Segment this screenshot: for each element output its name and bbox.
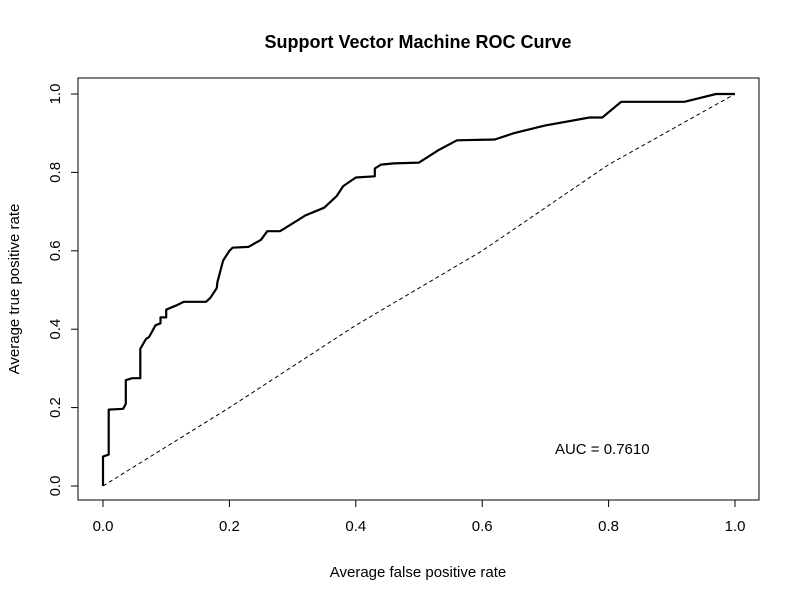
y-axis: 0.0 0.2 0.4 0.6 0.8 1.0 (47, 84, 79, 497)
y-tick-label: 0.8 (47, 162, 64, 183)
x-tick-label: 0.8 (598, 518, 619, 535)
x-tick-label: 0.4 (345, 518, 366, 535)
y-axis-label: Average true positive rate (6, 204, 23, 375)
x-tick-label: 0.0 (93, 518, 114, 535)
x-tick-label: 0.2 (219, 518, 240, 535)
y-tick-label: 0.2 (47, 397, 64, 418)
auc-annotation: AUC = 0.7610 (555, 441, 650, 458)
x-axis: 0.0 0.2 0.4 0.6 0.8 1.0 (93, 499, 746, 535)
x-tick-label: 1.0 (725, 518, 746, 535)
x-axis-label: Average false positive rate (330, 564, 507, 581)
chart-title: Support Vector Machine ROC Curve (264, 32, 571, 52)
y-tick-label: 1.0 (47, 84, 64, 105)
roc-curve-line (101, 92, 735, 486)
x-tick-label: 0.6 (472, 518, 493, 535)
y-tick-label: 0.0 (47, 476, 64, 497)
y-tick-label: 0.6 (47, 240, 64, 261)
chance-diagonal-line (102, 93, 736, 487)
series-layer (101, 92, 736, 487)
y-tick-label: 0.4 (47, 319, 64, 340)
plot-frame (77, 77, 760, 501)
